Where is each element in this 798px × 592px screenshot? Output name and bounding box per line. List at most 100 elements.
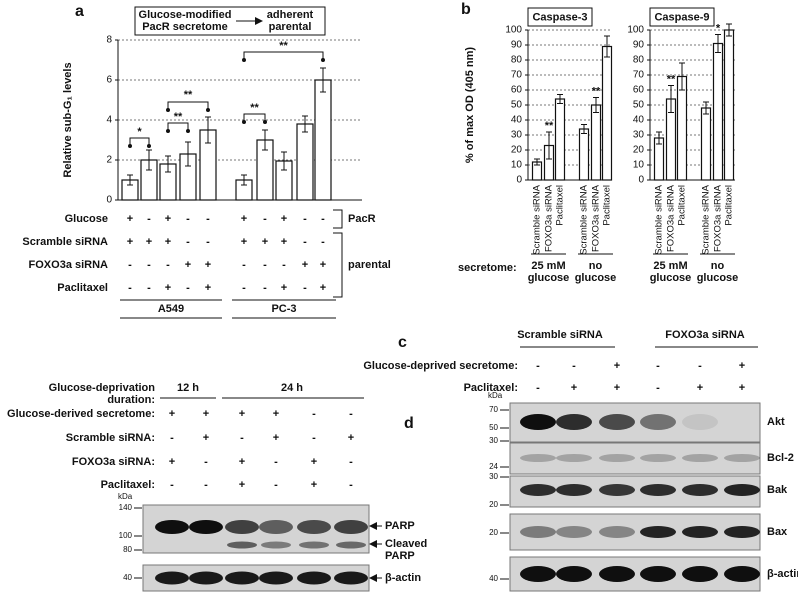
- condition-mark: -: [170, 479, 174, 491]
- condition-mark: -: [263, 282, 267, 294]
- header-text: adherent: [267, 9, 314, 21]
- bracket-dot: [166, 108, 170, 112]
- condition-mark: -: [303, 282, 307, 294]
- kda-marker: 40: [123, 573, 132, 582]
- error-bar: [146, 149, 152, 171]
- condition-mark: -: [242, 282, 246, 294]
- condition-mark: -: [206, 236, 210, 248]
- header-text: PacR secretome: [142, 21, 228, 33]
- significance-label: **: [279, 40, 288, 52]
- header-box: [134, 6, 326, 36]
- y-tick-label: 20: [633, 145, 645, 156]
- condition-mark: +: [203, 432, 209, 444]
- x-tick-label: FOXO3a siRNA: [544, 184, 555, 252]
- significance-bracket: [243, 113, 266, 122]
- band-label: PARP: [385, 520, 415, 532]
- band: [261, 541, 291, 549]
- bar: [554, 98, 566, 181]
- band: [334, 520, 368, 534]
- y-tick-label: 90: [633, 40, 645, 51]
- group-label: glucose: [697, 272, 739, 284]
- significance-label: **: [667, 73, 676, 85]
- condition-label: Glucose: [65, 213, 108, 225]
- condition-mark: -: [349, 479, 353, 491]
- condition-mark: +: [739, 382, 745, 394]
- error-bar: [668, 85, 674, 113]
- x-tick-label: FOXO3a siRNA: [591, 184, 602, 252]
- bracket-dot: [263, 120, 267, 124]
- condition-mark: +: [262, 236, 268, 248]
- condition-mark: -: [242, 259, 246, 271]
- band-label: PARP: [385, 550, 415, 562]
- panel-letter: c: [398, 334, 407, 351]
- y-tick-label: 50: [633, 100, 645, 111]
- panel-letter: a: [75, 3, 84, 20]
- error-bar: [715, 34, 721, 53]
- kda-marker: 24: [489, 462, 498, 471]
- condition-mark: +: [739, 360, 745, 372]
- condition-mark: -: [186, 213, 190, 225]
- kda-label: kDa: [488, 391, 503, 400]
- x-tick-label: Paclitaxel: [724, 185, 735, 226]
- bracket-dot: [206, 108, 210, 112]
- y-tick-label: 30: [511, 130, 523, 141]
- bracket-dot: [128, 144, 132, 148]
- significance-bracket: [167, 122, 189, 131]
- condition-mark: +: [205, 282, 211, 294]
- condition-label: Scramble siRNA:: [66, 432, 155, 444]
- bracket-dot: [321, 58, 325, 62]
- y-tick-label: 30: [633, 130, 645, 141]
- band: [724, 484, 760, 496]
- y-tick-label: 0: [638, 175, 644, 186]
- band: [599, 526, 635, 538]
- error-bar: [656, 131, 662, 145]
- band: [682, 526, 718, 538]
- condition-label: Paclitaxel: [57, 282, 108, 294]
- condition-label: FOXO3a siRNA:: [72, 456, 155, 468]
- condition-mark: -: [303, 236, 307, 248]
- significance-bracket: [129, 137, 150, 146]
- condition-mark: -: [536, 360, 540, 372]
- condition-mark: +: [281, 236, 287, 248]
- band: [682, 414, 718, 430]
- condition-mark: -: [147, 213, 151, 225]
- condition-mark: -: [186, 282, 190, 294]
- x-tick-label: Paclitaxel: [602, 185, 613, 226]
- error-bar: [726, 23, 732, 37]
- y-tick-label: 2: [106, 155, 112, 166]
- band: [640, 414, 676, 430]
- condition-label: Scramble siRNA: [22, 236, 108, 248]
- y-tick-label: 8: [106, 35, 112, 46]
- kda-label: kDa: [118, 492, 133, 501]
- error-bar: [262, 129, 268, 151]
- condition-mark: +: [239, 479, 245, 491]
- error-bar: [165, 155, 171, 173]
- bracket: [333, 232, 343, 298]
- condition-mark: -: [128, 259, 132, 271]
- group-label: 25 mM: [531, 260, 565, 272]
- group-label: Scramble siRNA: [517, 329, 603, 341]
- condition-mark: -: [274, 479, 278, 491]
- bracket: [333, 209, 343, 229]
- group-label: A549: [158, 303, 184, 315]
- y-tick-label: 80: [633, 55, 645, 66]
- significance-label: *: [137, 126, 142, 138]
- condition-mark: +: [614, 382, 620, 394]
- group-label: glucose: [650, 272, 692, 284]
- kda-marker: 20: [489, 500, 498, 509]
- bracket-label: parental: [348, 259, 391, 271]
- condition-mark: +: [571, 382, 577, 394]
- band: [724, 566, 760, 582]
- condition-mark: +: [169, 456, 175, 468]
- group-label: glucose: [528, 272, 570, 284]
- condition-mark: -: [204, 479, 208, 491]
- error-bar: [241, 174, 247, 186]
- condition-mark: +: [311, 456, 317, 468]
- y-tick-label: 6: [106, 75, 112, 86]
- band: [225, 571, 259, 585]
- condition-mark: +: [165, 282, 171, 294]
- condition-mark: +: [614, 360, 620, 372]
- condition-mark: +: [320, 282, 326, 294]
- error-bar: [703, 101, 709, 115]
- condition-mark: +: [241, 236, 247, 248]
